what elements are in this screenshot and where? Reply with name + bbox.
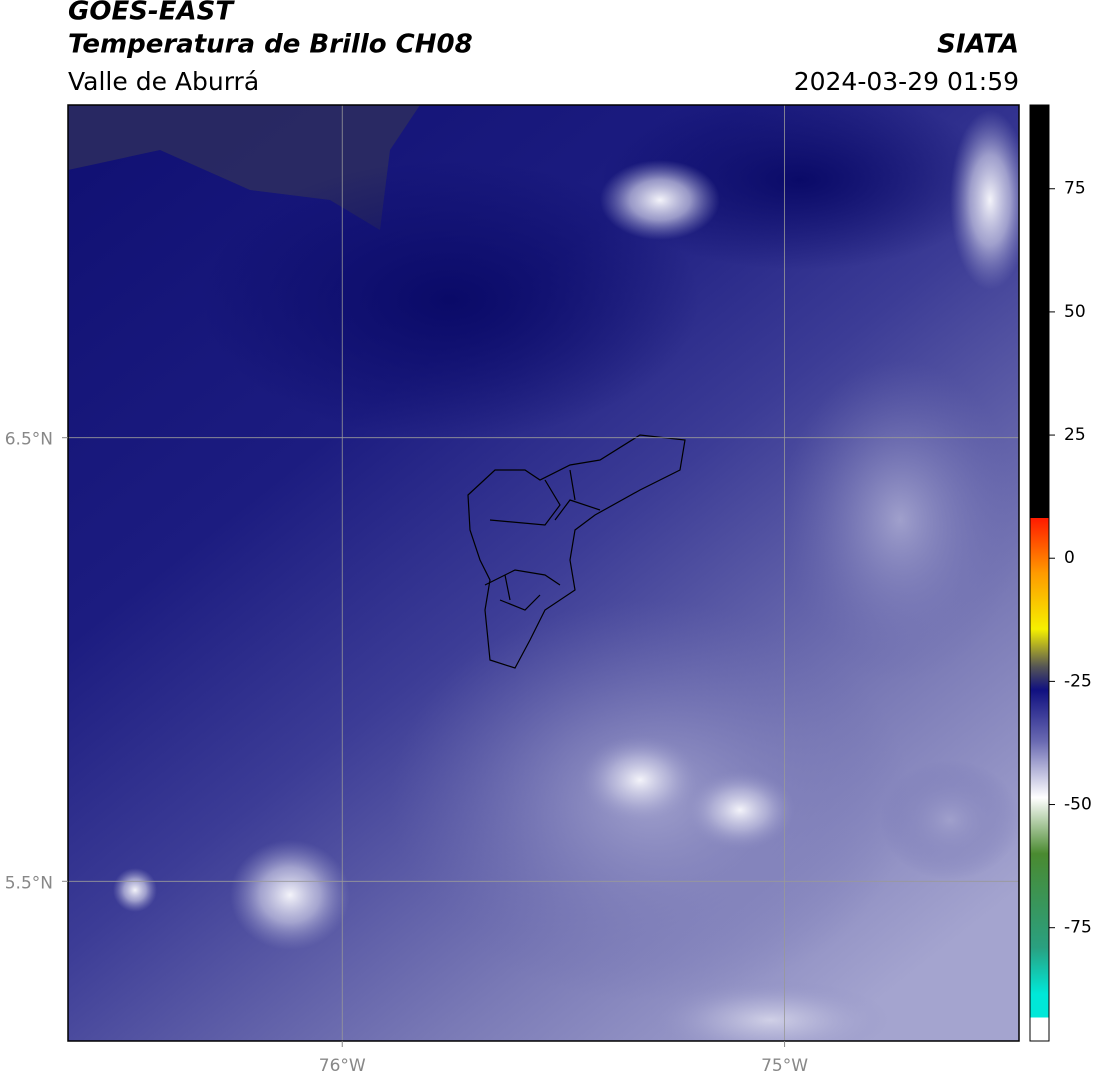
map-frame xyxy=(67,104,1020,1042)
datetime: 2024-03-29 01:59 xyxy=(794,67,1019,96)
valley-outline xyxy=(467,434,686,669)
agency: SIATA xyxy=(937,30,1019,60)
subtitle: Temperatura de Brillo CH08 xyxy=(68,30,473,60)
colorbar-tick-label: -50 xyxy=(1064,795,1092,815)
colorbar-tick-label: 0 xyxy=(1064,548,1075,568)
colorbar-tick-label: 50 xyxy=(1064,302,1086,322)
y-tick-label: 6.5°N xyxy=(5,430,53,450)
colorbar xyxy=(1029,104,1050,1042)
colorbar-tick-label: 75 xyxy=(1064,179,1086,199)
colorbar-tick-label: 25 xyxy=(1064,425,1086,445)
y-tick-label: 5.5°N xyxy=(5,873,53,893)
colorbar-tick-label: -75 xyxy=(1064,918,1092,938)
title: GOES-EAST xyxy=(68,0,235,27)
imagery xyxy=(68,105,1019,1041)
colorbar-tick-label: -25 xyxy=(1064,671,1092,691)
graticule xyxy=(68,105,1019,1041)
x-tick-label: 76°W xyxy=(319,1056,366,1076)
x-tick-label: 75°W xyxy=(761,1056,808,1076)
region: Valle de Aburrá xyxy=(68,67,259,96)
